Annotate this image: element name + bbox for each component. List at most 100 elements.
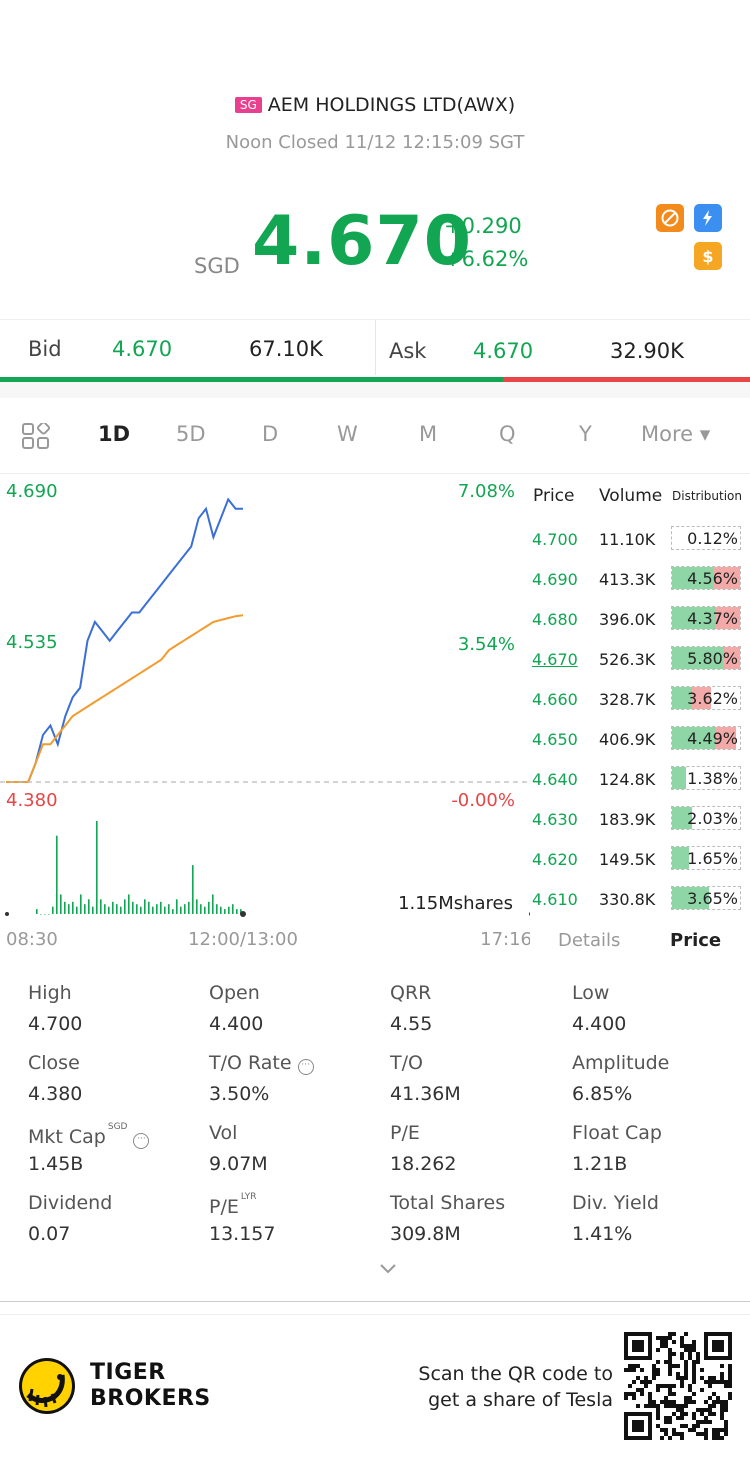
row-distribution: 3.62% <box>671 686 741 710</box>
volume-end-dot <box>240 911 246 917</box>
volume-bar <box>100 899 102 914</box>
table-row[interactable]: 4.610 330.8K 3.65% <box>530 882 750 922</box>
stock-title: SG AEM HOLDINGS LTD(AWX) <box>0 94 750 116</box>
table-row[interactable]: 4.640 124.8K 1.38% <box>530 762 750 802</box>
brand-name-line1: TIGER <box>90 1360 166 1385</box>
qr-caption-line2: get a share of Tesla <box>428 1389 613 1411</box>
chevron-down-icon[interactable] <box>378 1262 398 1276</box>
table-row[interactable]: 4.670 526.3K 5.80% <box>530 642 750 682</box>
tab-y[interactable]: Y <box>579 422 592 446</box>
volume-bar <box>200 904 202 914</box>
y-low-label: 4.380 <box>6 790 58 811</box>
row-volume: 330.8K <box>599 890 656 909</box>
distribution-pct: 3.65% <box>687 889 738 908</box>
stat-label-text: Low <box>572 982 610 1004</box>
stat-label[interactable]: Mkt Cap SGD ··· <box>28 1122 150 1149</box>
x-start-label: 08:30 <box>6 929 58 950</box>
distribution-sell-fill <box>716 607 740 629</box>
volume-bar <box>84 904 86 914</box>
stat-value: 309.8M <box>390 1223 461 1245</box>
distribution-sell-fill <box>713 567 740 589</box>
col-header-volume: Volume <box>599 486 663 506</box>
tab-price[interactable]: Price <box>670 930 722 951</box>
volume-bar <box>144 899 146 914</box>
tab-1d[interactable]: 1D <box>98 422 131 446</box>
volume-bar <box>192 865 194 914</box>
info-icon[interactable]: ··· <box>297 1059 314 1075</box>
volume-bar <box>228 906 230 914</box>
intraday-chart[interactable]: 4.690 4.535 4.380 7.08% 3.54% -0.00% 1.1… <box>0 474 530 954</box>
distribution-pct: 4.49% <box>687 729 738 748</box>
table-row[interactable]: 4.630 183.9K 2.03% <box>530 802 750 842</box>
dollar-icon[interactable]: $ <box>694 242 722 270</box>
stat-label-text: Mkt Cap <box>28 1126 106 1148</box>
no-short-icon[interactable] <box>656 204 684 232</box>
volume-bar <box>92 906 94 914</box>
bid-volume: 67.10K <box>249 337 323 361</box>
stat-label-text: High <box>28 982 72 1004</box>
pct-mid-label: 3.54% <box>458 634 515 655</box>
last-price: 4.670 <box>252 202 473 281</box>
row-volume: 11.10K <box>599 530 656 549</box>
stat-value: 4.400 <box>572 1013 627 1035</box>
volume-bar <box>40 914 42 915</box>
table-row[interactable]: 4.660 328.7K 3.62% <box>530 682 750 722</box>
stat-value: 3.50% <box>209 1083 270 1105</box>
stat-label: Close <box>28 1052 80 1074</box>
stat-value: 1.41% <box>572 1223 633 1245</box>
ask-label: Ask <box>389 339 427 363</box>
bid-ratio-bar <box>0 377 503 382</box>
table-row[interactable]: 4.680 396.0K 4.37% <box>530 602 750 642</box>
table-row[interactable]: 4.690 413.3K 4.56% <box>530 562 750 602</box>
col-header-price: Price <box>533 486 575 506</box>
table-row[interactable]: 4.620 149.5K 1.65% <box>530 842 750 882</box>
volume-axis-dot <box>529 912 530 916</box>
tab-more[interactable]: More ▾ <box>641 422 711 446</box>
tab-q[interactable]: Q <box>499 422 516 446</box>
divider <box>0 1301 750 1302</box>
tiger-brokers-logo <box>19 1358 75 1414</box>
tab-details[interactable]: Details <box>558 930 621 951</box>
volume-bar <box>164 906 166 914</box>
stat-label-superscript: SGD <box>107 1122 128 1132</box>
stat-label-text: Close <box>28 1052 80 1074</box>
stat-value: 0.07 <box>28 1223 71 1245</box>
volume-bar <box>88 899 90 914</box>
distribution-buy-fill <box>672 887 709 909</box>
stat-label: Open <box>209 982 260 1004</box>
volume-bar <box>220 906 222 914</box>
tab-d[interactable]: D <box>262 422 279 446</box>
volume-bar <box>136 904 138 914</box>
volume-bar <box>76 906 78 914</box>
stat-label[interactable]: T/O Rate ··· <box>209 1052 314 1075</box>
row-price: 4.610 <box>532 890 578 909</box>
stat-label: T/O <box>390 1052 423 1074</box>
price-change-pct: +6.62% <box>444 247 529 271</box>
grid-layout-icon[interactable] <box>22 423 50 449</box>
row-distribution: 3.65% <box>671 886 741 910</box>
table-row[interactable]: 4.650 406.9K 4.49% <box>530 722 750 762</box>
volume-bar <box>152 906 154 914</box>
volume-total-label: 1.15Mshares <box>398 893 513 914</box>
row-volume: 183.9K <box>599 810 656 829</box>
volume-bar <box>116 904 118 914</box>
table-row[interactable]: 4.700 11.10K 0.12% <box>530 522 750 562</box>
divider <box>0 1314 750 1315</box>
volume-bar <box>56 835 58 914</box>
volume-bar <box>212 894 214 914</box>
tab-w[interactable]: W <box>337 422 358 446</box>
ask-ratio-bar <box>503 377 750 382</box>
tab-m[interactable]: M <box>419 422 438 446</box>
volume-bar <box>156 904 158 914</box>
stat-label-text: Vol <box>209 1122 238 1144</box>
tab-5d[interactable]: 5D <box>176 422 206 446</box>
volume-bar <box>204 906 206 914</box>
info-icon[interactable]: ··· <box>133 1133 150 1149</box>
stat-value: 13.157 <box>209 1223 276 1245</box>
volume-bar <box>208 901 210 914</box>
stat-label: Float Cap <box>572 1122 662 1144</box>
volume-bar <box>104 904 106 914</box>
row-distribution: 5.80% <box>671 646 741 670</box>
volume-bar <box>80 894 82 914</box>
flash-icon[interactable] <box>694 204 722 232</box>
